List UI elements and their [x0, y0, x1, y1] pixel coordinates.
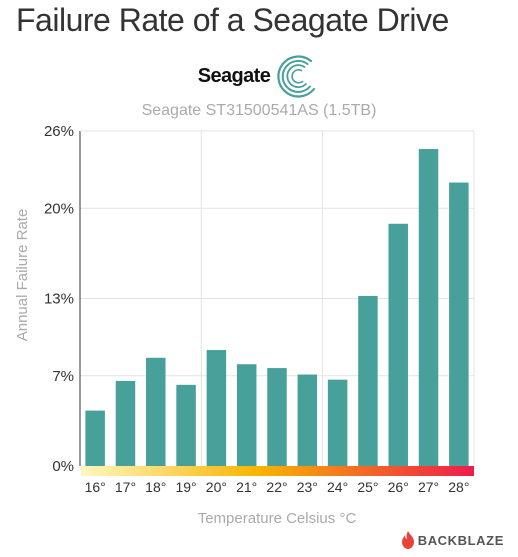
y-tick-label: 7% [52, 368, 74, 385]
bar [176, 384, 196, 466]
x-tick-label: 24° [327, 479, 348, 495]
x-tick-label: 20° [206, 479, 227, 495]
chart-title: Failure Rate of a Seagate Drive [16, 2, 449, 38]
x-tick-label: 25° [357, 479, 378, 495]
seagate-swirl-icon [277, 55, 316, 98]
backblaze-logo: BACKBLAZE [401, 531, 504, 549]
bar [236, 364, 257, 466]
x-tick-label: 27° [418, 479, 439, 495]
bar [206, 350, 227, 466]
bar [297, 374, 318, 466]
x-tick-label: 22° [266, 479, 287, 495]
x-tick-label: 28° [448, 479, 469, 495]
backblaze-wordmark: BACKBLAZE [417, 532, 504, 548]
bar [327, 379, 348, 466]
bar [267, 368, 287, 466]
temperature-gradient-bar [81, 466, 474, 476]
y-tick-label: 20% [44, 200, 74, 217]
y-tick-label: 26% [44, 123, 74, 140]
x-tick-label: 19° [175, 479, 196, 495]
x-tick-label: 26° [388, 479, 409, 495]
bar [388, 223, 408, 466]
bar [418, 149, 439, 467]
bar [449, 182, 469, 467]
y-tick-label: 0% [52, 458, 74, 475]
x-axis-label: Temperature Celsius °C [198, 510, 357, 527]
x-tick-label: 23° [297, 479, 318, 495]
x-tick-label: 21° [236, 479, 257, 495]
x-tick-label: 18° [145, 479, 166, 495]
chart-subtitle: Seagate ST31500541AS (1.5TB) [141, 102, 377, 119]
bar [358, 295, 378, 466]
bar [146, 357, 166, 466]
seagate-logo: Seagate [0, 52, 518, 100]
backblaze-flame-icon [401, 531, 414, 549]
x-tick-label: 16° [85, 479, 106, 495]
seagate-wordmark: Seagate [197, 64, 271, 87]
y-tick-label: 13% [44, 291, 74, 308]
x-tick-label: 17° [115, 479, 136, 495]
bar [85, 410, 105, 466]
y-axis-label: Annual Failure Rate [14, 209, 31, 342]
bar [115, 380, 136, 466]
